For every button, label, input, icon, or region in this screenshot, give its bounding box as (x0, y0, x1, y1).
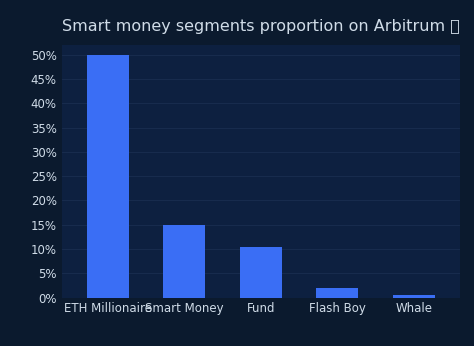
Bar (86, 55, 128, 298)
Bar (163, 225, 205, 298)
Bar (316, 288, 358, 298)
Text: Smart money segments proportion on Arbitrum ⓘ: Smart money segments proportion on Arbit… (62, 19, 459, 34)
Bar (393, 295, 435, 298)
Bar (240, 247, 282, 298)
